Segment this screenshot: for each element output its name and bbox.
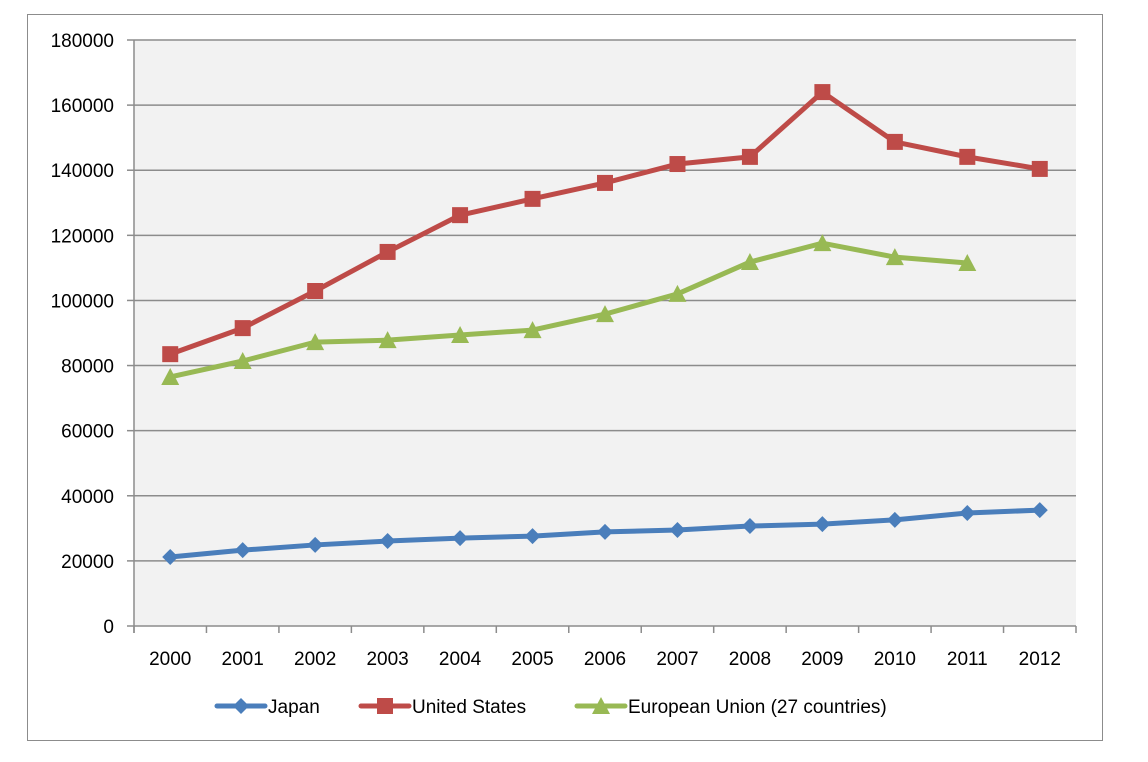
x-tick-label: 2004: [439, 649, 482, 670]
data-point: [669, 521, 686, 538]
x-tick-label: 2008: [729, 649, 771, 670]
data-point: [1031, 502, 1048, 519]
data-point: [234, 320, 251, 337]
x-tick-label: 2007: [656, 649, 698, 670]
data-point: [886, 133, 903, 150]
x-tick-label: 2005: [511, 649, 553, 670]
y-tick-label: 100000: [51, 291, 114, 312]
x-tick-label: 2006: [584, 649, 626, 670]
data-point: [597, 523, 613, 540]
data-point: [161, 367, 180, 385]
data-point: [524, 190, 541, 207]
x-tick-label: 2012: [1019, 649, 1061, 670]
data-point: [597, 174, 613, 191]
y-tick-label: 60000: [61, 422, 114, 443]
data-point: [740, 253, 759, 271]
data-point: [306, 333, 325, 351]
data-point: [741, 148, 758, 165]
legend-label: European Union (27 countries): [628, 697, 887, 718]
legend-marker: [377, 698, 393, 714]
y-tick-label: 140000: [51, 161, 114, 182]
data-point: [378, 331, 397, 349]
series-european-union-27-countries: [161, 234, 977, 385]
data-point: [524, 528, 541, 545]
data-point: [814, 516, 831, 533]
legend-item: Japan: [214, 697, 320, 718]
data-point: [523, 321, 542, 339]
data-point: [379, 533, 396, 550]
series-united-states: [162, 84, 1048, 363]
data-point: [234, 542, 251, 559]
x-tick-label: 2003: [366, 649, 408, 670]
data-point: [813, 234, 832, 252]
data-point: [452, 530, 469, 547]
y-tick-label: 160000: [51, 96, 114, 117]
y-tick-label: 180000: [51, 31, 114, 52]
x-tick-label: 2010: [874, 649, 916, 670]
data-point: [233, 351, 252, 369]
x-tick-label: 2011: [947, 649, 988, 670]
legend-label: United States: [412, 697, 526, 718]
data-point: [162, 346, 179, 363]
legend-marker: [233, 698, 249, 714]
x-tick-label: 2002: [294, 649, 336, 670]
x-tick-label: 2000: [149, 649, 191, 670]
legend-item: United States: [358, 697, 526, 718]
data-point: [379, 243, 396, 260]
data-point: [307, 536, 324, 553]
data-point: [1031, 160, 1048, 177]
data-point: [668, 284, 687, 302]
data-point: [452, 207, 469, 224]
y-tick-label: 80000: [61, 357, 114, 378]
data-point: [959, 148, 976, 165]
legend-label: Japan: [268, 697, 320, 718]
data-point: [958, 254, 977, 272]
data-point: [669, 156, 686, 173]
data-point: [451, 325, 470, 343]
legend-item: European Union (27 countries): [574, 697, 887, 718]
legend-marker: [592, 697, 610, 714]
y-tick-label: 20000: [61, 552, 114, 573]
y-tick-label: 120000: [51, 226, 114, 247]
data-point: [886, 511, 903, 528]
data-point: [741, 518, 758, 535]
x-tick-label: 2001: [222, 649, 264, 670]
x-tick-label: 2009: [801, 649, 843, 670]
series-japan: [162, 502, 1048, 565]
data-point: [885, 248, 904, 266]
data-point: [814, 84, 831, 101]
data-point: [307, 283, 324, 300]
data-point: [596, 305, 614, 323]
series-line: [167, 240, 970, 380]
y-tick-label: 40000: [61, 487, 114, 508]
data-point: [162, 548, 179, 565]
y-tick-label: 0: [103, 617, 114, 638]
data-point: [959, 505, 976, 522]
